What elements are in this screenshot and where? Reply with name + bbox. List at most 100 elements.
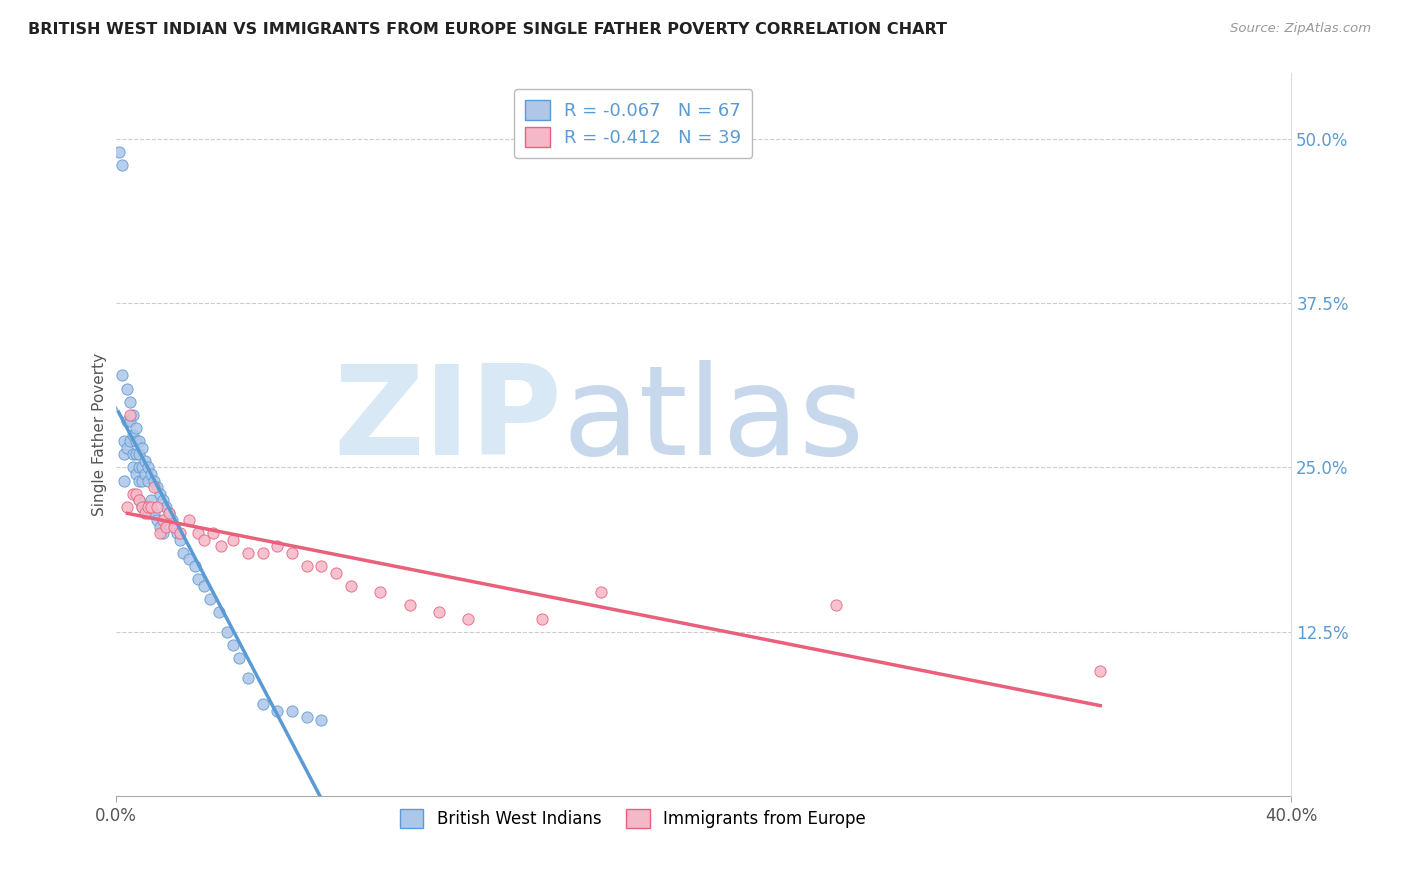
- Point: [236, 546, 259, 560]
- Point: [131, 441, 153, 455]
- Point: [281, 704, 304, 718]
- Point: [125, 447, 148, 461]
- Point: [134, 500, 156, 514]
- Point: [128, 447, 150, 461]
- Point: [128, 474, 150, 488]
- Point: [211, 539, 233, 553]
- Point: [122, 408, 145, 422]
- Point: [184, 559, 207, 574]
- Point: [117, 500, 139, 514]
- Point: [136, 500, 159, 514]
- Point: [266, 539, 288, 553]
- Point: [120, 434, 142, 449]
- Point: [217, 624, 239, 639]
- Point: [122, 460, 145, 475]
- Point: [134, 467, 156, 481]
- Point: [169, 526, 191, 541]
- Point: [139, 493, 162, 508]
- Point: [252, 697, 274, 711]
- Point: [157, 507, 180, 521]
- Point: [128, 434, 150, 449]
- Point: [122, 447, 145, 461]
- Point: [193, 533, 215, 547]
- Point: [139, 500, 162, 514]
- Point: [163, 519, 186, 533]
- Point: [120, 408, 142, 422]
- Point: [110, 158, 132, 172]
- Point: [457, 611, 479, 625]
- Point: [368, 585, 391, 599]
- Point: [157, 507, 180, 521]
- Point: [295, 710, 318, 724]
- Point: [146, 513, 169, 527]
- Point: [266, 704, 288, 718]
- Point: [128, 493, 150, 508]
- Point: [155, 500, 177, 514]
- Point: [201, 526, 224, 541]
- Point: [187, 572, 209, 586]
- Point: [207, 605, 229, 619]
- Point: [125, 486, 148, 500]
- Point: [117, 382, 139, 396]
- Point: [824, 599, 846, 613]
- Point: [252, 546, 274, 560]
- Point: [427, 605, 450, 619]
- Point: [152, 526, 174, 541]
- Point: [125, 421, 148, 435]
- Point: [149, 526, 172, 541]
- Point: [110, 368, 132, 383]
- Point: [193, 579, 215, 593]
- Point: [128, 493, 150, 508]
- Point: [1090, 664, 1112, 678]
- Point: [169, 533, 191, 547]
- Point: [131, 500, 153, 514]
- Point: [325, 566, 347, 580]
- Point: [117, 414, 139, 428]
- Point: [179, 552, 201, 566]
- Text: Source: ZipAtlas.com: Source: ZipAtlas.com: [1230, 22, 1371, 36]
- Point: [222, 638, 245, 652]
- Point: [281, 546, 304, 560]
- Point: [122, 486, 145, 500]
- Point: [128, 460, 150, 475]
- Point: [114, 447, 136, 461]
- Point: [136, 460, 159, 475]
- Text: BRITISH WEST INDIAN VS IMMIGRANTS FROM EUROPE SINGLE FATHER POVERTY CORRELATION : BRITISH WEST INDIAN VS IMMIGRANTS FROM E…: [28, 22, 948, 37]
- Point: [136, 474, 159, 488]
- Point: [120, 414, 142, 428]
- Point: [134, 454, 156, 468]
- Point: [589, 585, 612, 599]
- Point: [117, 441, 139, 455]
- Legend: British West Indians, Immigrants from Europe: British West Indians, Immigrants from Eu…: [394, 803, 873, 835]
- Point: [198, 591, 221, 606]
- Point: [398, 599, 420, 613]
- Point: [134, 507, 156, 521]
- Point: [311, 713, 333, 727]
- Point: [149, 486, 172, 500]
- Point: [222, 533, 245, 547]
- Point: [114, 474, 136, 488]
- Point: [131, 474, 153, 488]
- Point: [340, 579, 363, 593]
- Point: [152, 493, 174, 508]
- Point: [122, 427, 145, 442]
- Point: [172, 546, 194, 560]
- Point: [136, 507, 159, 521]
- Point: [142, 480, 165, 494]
- Point: [125, 434, 148, 449]
- Point: [160, 513, 183, 527]
- Point: [107, 145, 129, 159]
- Point: [152, 513, 174, 527]
- Point: [131, 500, 153, 514]
- Point: [114, 434, 136, 449]
- Point: [295, 559, 318, 574]
- Point: [530, 611, 553, 625]
- Point: [236, 671, 259, 685]
- Point: [131, 460, 153, 475]
- Point: [228, 651, 250, 665]
- Point: [155, 519, 177, 533]
- Point: [149, 519, 172, 533]
- Text: atlas: atlas: [562, 359, 865, 481]
- Point: [142, 474, 165, 488]
- Point: [187, 526, 209, 541]
